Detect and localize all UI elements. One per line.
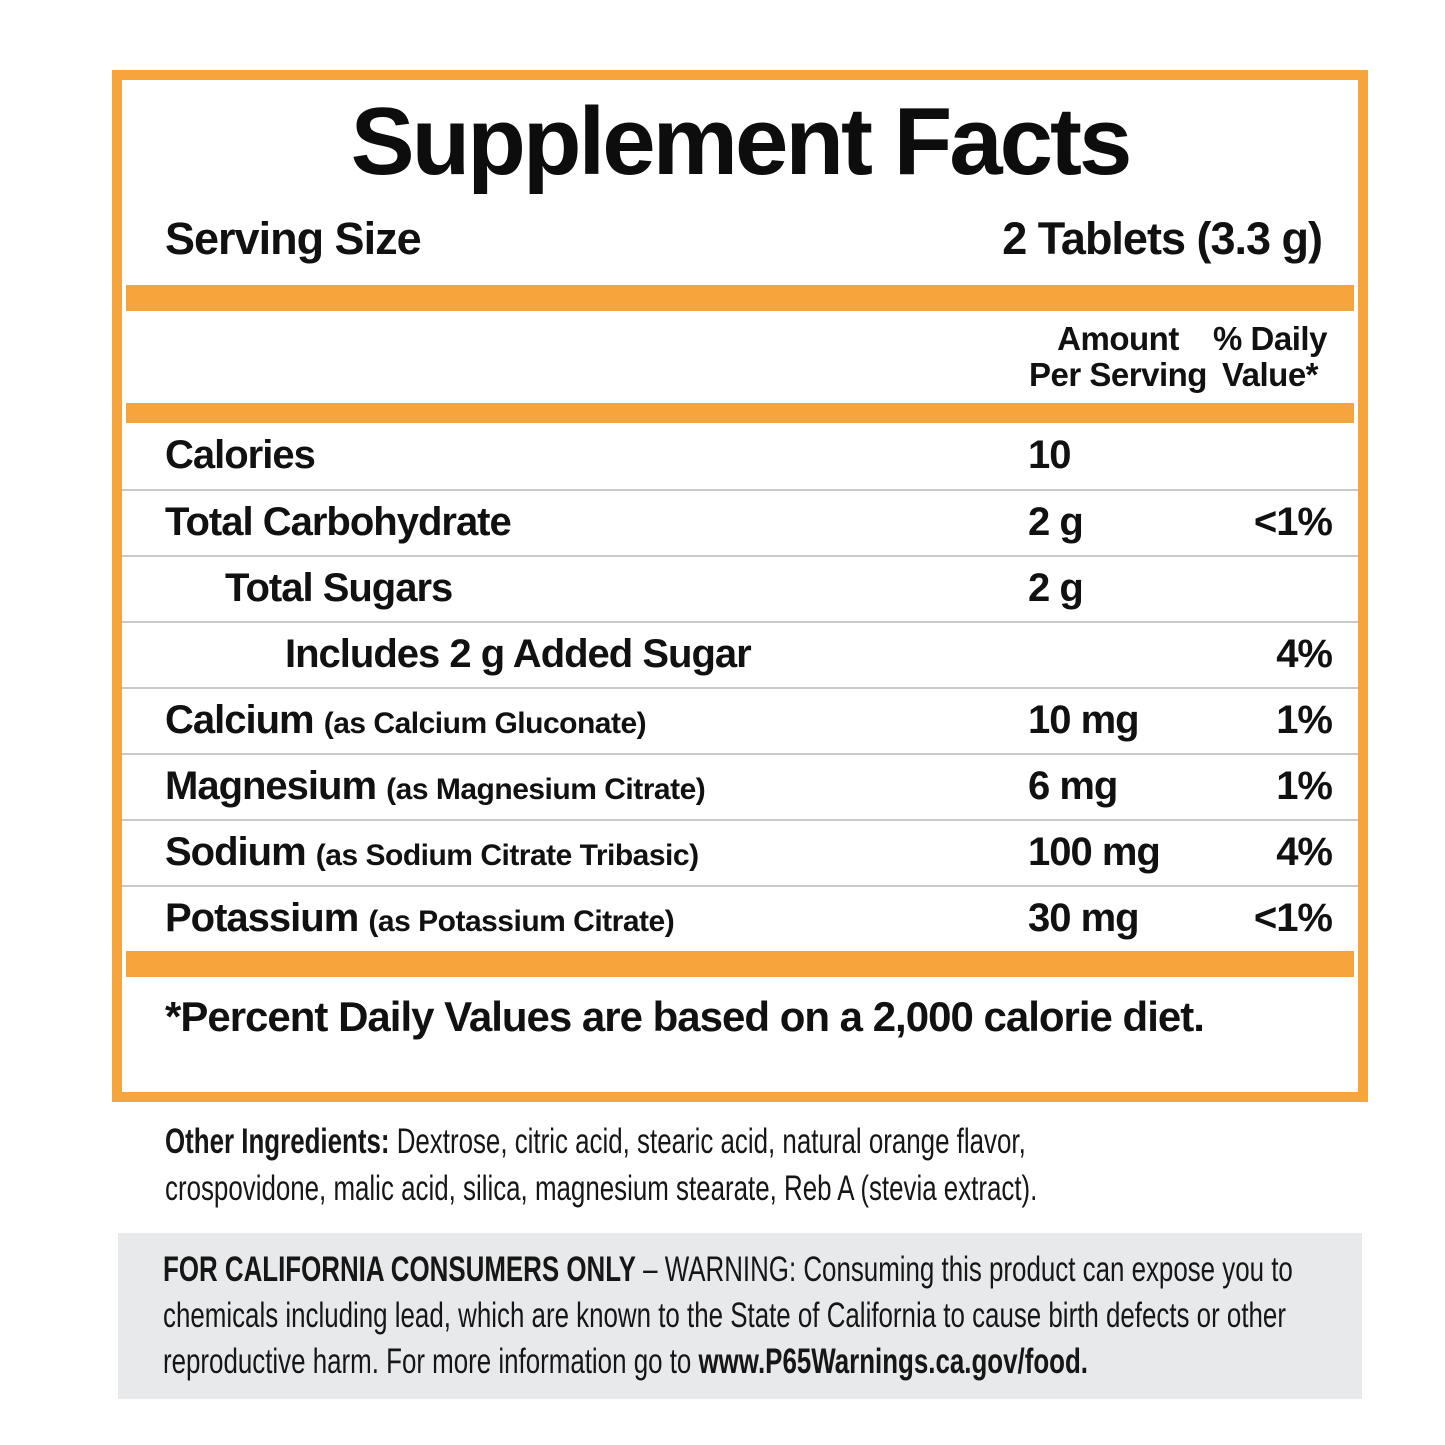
- header-spacer: [165, 321, 1028, 393]
- other-ingredients-section: Other Ingredients: Dextrose, citric acid…: [165, 1118, 1445, 1212]
- table-row-potassium: Potassium (as Potassium Citrate) 30 mg <…: [122, 884, 1358, 951]
- table-row-calcium: Calcium (as Calcium Gluconate) 10 mg 1%: [122, 686, 1358, 753]
- nutrient-amount: 10: [1028, 433, 1072, 478]
- other-ingredients-label: Other Ingredients:: [165, 1122, 390, 1161]
- california-warning-body: – WARNING: Consuming this product can ex…: [163, 1250, 1293, 1381]
- nutrient-name: Calories: [165, 433, 1028, 478]
- other-ingredients-list: Dextrose, citric acid, stearic acid, nat…: [165, 1122, 1038, 1208]
- nutrient-amount: 30 mg: [1028, 896, 1140, 941]
- nutrient-name: Potassium (as Potassium Citrate): [165, 896, 1028, 941]
- nutrient-table: Calories 10 Total Carbohydrate 2 g <1% T…: [122, 423, 1358, 951]
- p65-warnings-url: www.P65Warnings.ca.gov/food.: [698, 1342, 1089, 1381]
- nutrient-name-text: Magnesium: [165, 764, 377, 809]
- daily-value-footnote: *Percent Daily Values are based on a 2,0…: [165, 992, 1205, 1040]
- nutrient-amount: 2 g: [1028, 500, 1084, 545]
- nutrient-amount: 100 mg: [1028, 830, 1161, 875]
- nutrient-name-text: Sodium: [165, 830, 307, 875]
- nutrient-daily-value: 1%: [1276, 764, 1333, 809]
- orange-divider-top: [126, 284, 1354, 311]
- serving-size-row: Serving Size 2 Tablets (3.3 g): [122, 213, 1358, 265]
- supplement-facts-panel: Supplement Facts Serving Size 2 Tablets …: [112, 70, 1368, 1102]
- nutrient-daily-value: 4%: [1276, 830, 1333, 875]
- nutrient-name-text: Total Carbohydrate: [165, 500, 512, 545]
- california-warning-text: FOR CALIFORNIA CONSUMERS ONLY – WARNING:…: [163, 1247, 1317, 1385]
- nutrient-detail: (as Calcium Gluconate): [323, 707, 647, 741]
- nutrient-name-text: Calories: [165, 433, 316, 478]
- nutrient-name: Magnesium (as Magnesium Citrate): [165, 764, 1028, 809]
- nutrient-name: Total Carbohydrate: [165, 500, 1028, 545]
- serving-size-label: Serving Size: [165, 212, 422, 264]
- nutrient-detail: (as Magnesium Citrate): [386, 773, 706, 807]
- dv-header-line2: Value*: [1221, 355, 1319, 393]
- table-row-magnesium: Magnesium (as Magnesium Citrate) 6 mg 1%: [122, 752, 1358, 819]
- nutrient-detail: (as Sodium Citrate Tribasic): [315, 839, 699, 873]
- table-row-sodium: Sodium (as Sodium Citrate Tribasic) 100 …: [122, 818, 1358, 885]
- nutrient-name-text: Potassium: [165, 896, 359, 941]
- nutrient-daily-value: <1%: [1253, 500, 1333, 545]
- table-row-total-sugars: Total Sugars 2 g: [122, 554, 1358, 621]
- column-headers: Amount Per Serving % Daily Value*: [122, 319, 1358, 393]
- table-row-added-sugar: Includes 2 g Added Sugar 4%: [122, 620, 1358, 687]
- nutrient-name-text: Includes 2 g Added Sugar: [285, 632, 752, 677]
- california-warning-lead: FOR CALIFORNIA CONSUMERS ONLY: [163, 1250, 636, 1289]
- dv-header-line1: % Daily: [1213, 319, 1327, 357]
- nutrient-name: Calcium (as Calcium Gluconate): [165, 698, 1028, 743]
- table-row-total-carbohydrate: Total Carbohydrate 2 g <1%: [122, 488, 1358, 555]
- nutrient-name-text: Total Sugars: [225, 566, 453, 611]
- amount-header-line1: Amount: [1057, 319, 1179, 357]
- orange-divider-bottom: [126, 950, 1354, 977]
- nutrient-name-text: Calcium: [165, 698, 315, 743]
- table-row-calories: Calories 10: [122, 423, 1358, 489]
- nutrient-daily-value: 1%: [1276, 698, 1333, 743]
- nutrient-amount: 2 g: [1028, 566, 1084, 611]
- nutrient-amount: 10 mg: [1028, 698, 1140, 743]
- other-ingredients-text: Other Ingredients: Dextrose, citric acid…: [165, 1118, 1127, 1212]
- panel-title: Supplement Facts: [350, 88, 1133, 195]
- nutrient-name: Sodium (as Sodium Citrate Tribasic): [165, 830, 1028, 875]
- serving-size-value: 2 Tablets (3.3 g): [1002, 212, 1323, 264]
- nutrient-daily-value: <1%: [1253, 896, 1333, 941]
- nutrient-name: Total Sugars: [165, 566, 1028, 611]
- nutrient-detail: (as Potassium Citrate): [368, 905, 675, 939]
- orange-divider-header: [126, 402, 1354, 423]
- california-warning-box: FOR CALIFORNIA CONSUMERS ONLY – WARNING:…: [118, 1233, 1362, 1399]
- column-header-daily-value: % Daily Value*: [1208, 319, 1332, 393]
- nutrient-name: Includes 2 g Added Sugar: [165, 632, 1028, 677]
- column-header-amount: Amount Per Serving: [1028, 319, 1208, 393]
- nutrient-daily-value: 4%: [1276, 632, 1333, 677]
- nutrient-amount: 6 mg: [1028, 764, 1118, 809]
- amount-header-line2: Per Serving: [1029, 355, 1207, 393]
